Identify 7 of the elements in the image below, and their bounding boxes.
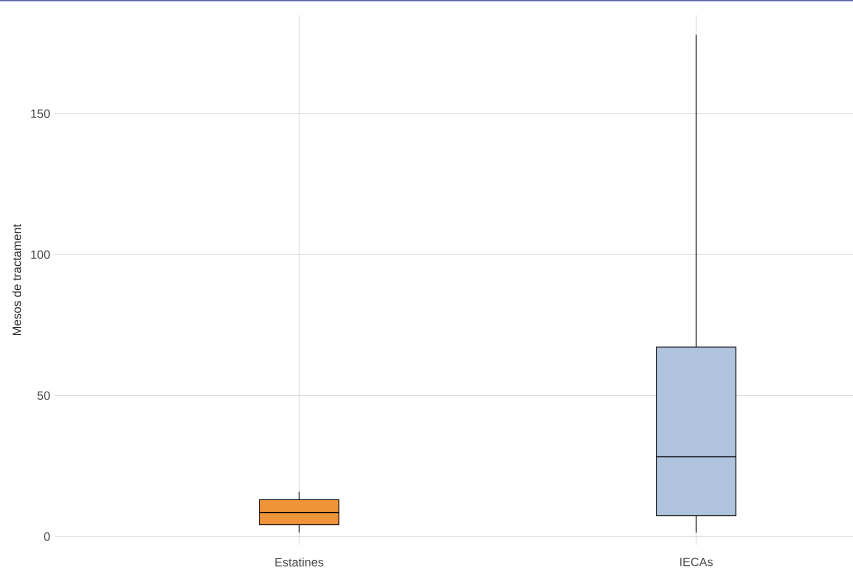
y-tick-label: 100 bbox=[31, 250, 50, 259]
x-tick-label: IECAs bbox=[680, 558, 713, 566]
y-axis-title: Mesos de tractament bbox=[12, 224, 22, 336]
y-tick-label: 0 bbox=[44, 532, 50, 541]
y-tick-label: 50 bbox=[37, 391, 50, 400]
x-tick-label: Estatines bbox=[275, 558, 324, 567]
y-tick-label: 150 bbox=[31, 109, 50, 118]
